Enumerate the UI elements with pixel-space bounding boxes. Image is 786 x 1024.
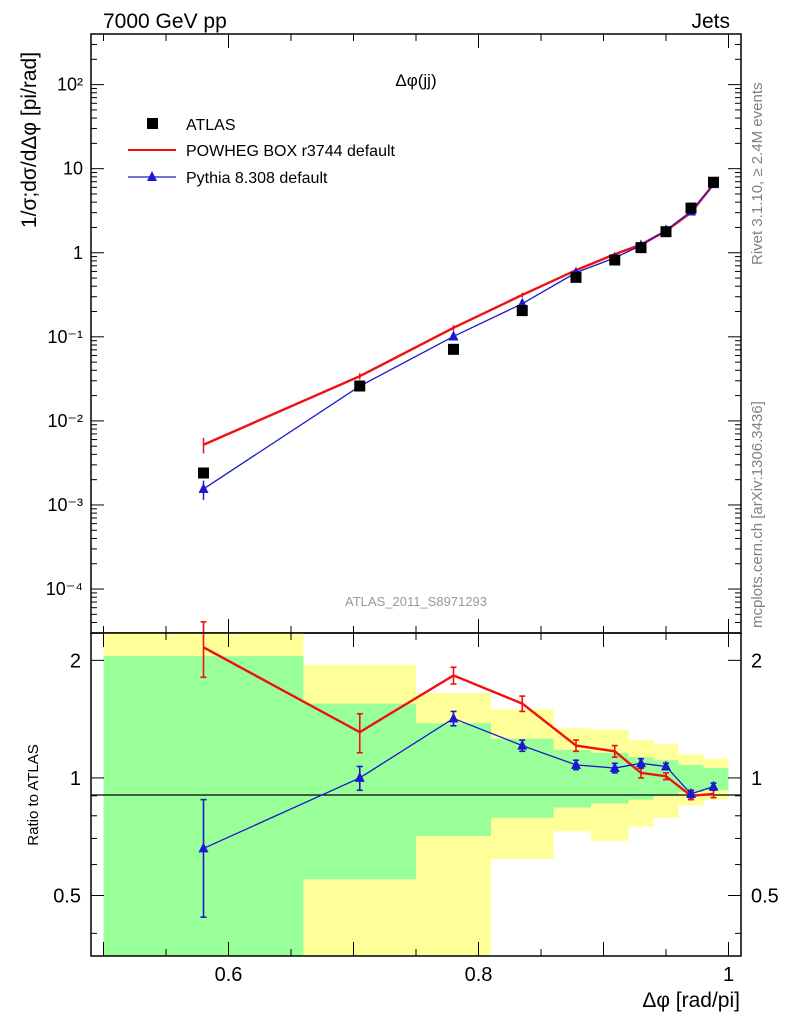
legend-atlas-label: ATLAS bbox=[186, 117, 236, 134]
powheg-ratio-line bbox=[202, 646, 714, 798]
ratio-band-inner bbox=[703, 768, 729, 791]
legend-pythia-label: Pythia 8.308 default bbox=[186, 170, 328, 187]
atlas-data-point bbox=[198, 467, 209, 479]
main-y-tick-label: 1 bbox=[73, 243, 83, 263]
pythia-ratio-point bbox=[609, 762, 620, 773]
powheg-main-line bbox=[203, 183, 715, 446]
main-y-tick-label: 10⁻¹ bbox=[47, 327, 83, 347]
main-y-axis-title: 1/σ;dσ/dΔφ [pi/rad] bbox=[18, 52, 41, 228]
ratio-y-axis-title: Ratio to ATLAS bbox=[25, 744, 42, 845]
ratio-y-tick-label-right: 2 bbox=[751, 650, 762, 672]
ratio-y-tick-label: 1 bbox=[70, 768, 81, 790]
pythia-ratio-point bbox=[636, 757, 646, 768]
pythia-ratio-point bbox=[354, 771, 365, 782]
atlas-data-point bbox=[570, 271, 582, 283]
pythia-ratio-point bbox=[198, 842, 209, 853]
ratio-y-tick-label: 2 bbox=[70, 650, 81, 672]
main-panel: 10⁻⁴ 10⁻³ 10⁻² 10⁻¹ 1 10 10² Δφ(jj) ATLAS_2011… bbox=[46, 33, 742, 634]
mcplots-source-label: mcplots.cern.ch [arXiv:1306.3436] bbox=[749, 401, 766, 628]
ratio-x-tick-label: 0.8 bbox=[465, 964, 493, 986]
ratio-y-tick-label-right: 1 bbox=[751, 768, 762, 790]
header-energy-label: 7000 GeV pp bbox=[103, 10, 227, 33]
pythia-ratio-point bbox=[708, 780, 719, 791]
main-y-tick-label: 10 bbox=[63, 159, 83, 179]
ratio-panel: 0.5 0.5 1 1 2 2 0.6 0.8 1 bbox=[53, 621, 779, 986]
pythia-ratio-point bbox=[517, 739, 528, 750]
ratio-band-inner bbox=[591, 752, 629, 804]
pythia-main-point bbox=[448, 330, 459, 341]
atlas-data-point bbox=[708, 176, 719, 188]
main-y-tick-label: 10⁻⁴ bbox=[46, 579, 83, 599]
legend-powheg-label: POWHEG BOX r3744 default bbox=[186, 143, 396, 160]
atlas-data-point bbox=[354, 380, 366, 392]
pythia-ratio-point bbox=[571, 758, 581, 769]
ratio-x-tick-label: 1 bbox=[723, 964, 734, 986]
ratio-y-tick-label: 0.5 bbox=[53, 886, 81, 908]
atlas-data-point bbox=[448, 343, 459, 355]
pythia-main-line bbox=[203, 183, 715, 490]
analysis-watermark: ATLAS_2011_S8971293 bbox=[345, 594, 487, 609]
main-y-tick-label: 10⁻² bbox=[47, 411, 83, 431]
x-axis-title: Δφ [rad/pi] bbox=[642, 989, 740, 1012]
atlas-data-point bbox=[635, 242, 647, 254]
ratio-band-inner bbox=[416, 723, 491, 837]
ratio-x-tick-label: 0.6 bbox=[215, 964, 243, 986]
atlas-data-point bbox=[660, 226, 672, 238]
atlas-data-point bbox=[685, 202, 697, 214]
main-panel-title: Δφ(jj) bbox=[395, 71, 436, 90]
ratio-y-tick-label-right: 0.5 bbox=[751, 886, 779, 908]
pythia-ratio-point bbox=[661, 760, 671, 771]
main-y-tick-label: 10² bbox=[57, 75, 83, 95]
pythia-ratio-point bbox=[686, 787, 696, 798]
pythia-main-point bbox=[198, 482, 209, 493]
header-process-label: Jets bbox=[691, 10, 730, 33]
legend-atlas-marker bbox=[147, 118, 158, 129]
pythia-ratio-point bbox=[448, 712, 459, 723]
legend: ATLAS POWHEG BOX r3744 default Pythia 8.… bbox=[128, 117, 396, 187]
atlas-data-point bbox=[516, 305, 528, 317]
main-y-tick-label: 10⁻³ bbox=[47, 495, 83, 515]
legend-pythia-marker bbox=[147, 171, 157, 181]
ratio-band-inner bbox=[678, 764, 704, 793]
pythia-ratio-line bbox=[203, 717, 714, 850]
atlas-data-point bbox=[609, 254, 621, 266]
rivet-version-label: Rivet 3.1.10, ≥ 2.4M events bbox=[749, 83, 766, 266]
